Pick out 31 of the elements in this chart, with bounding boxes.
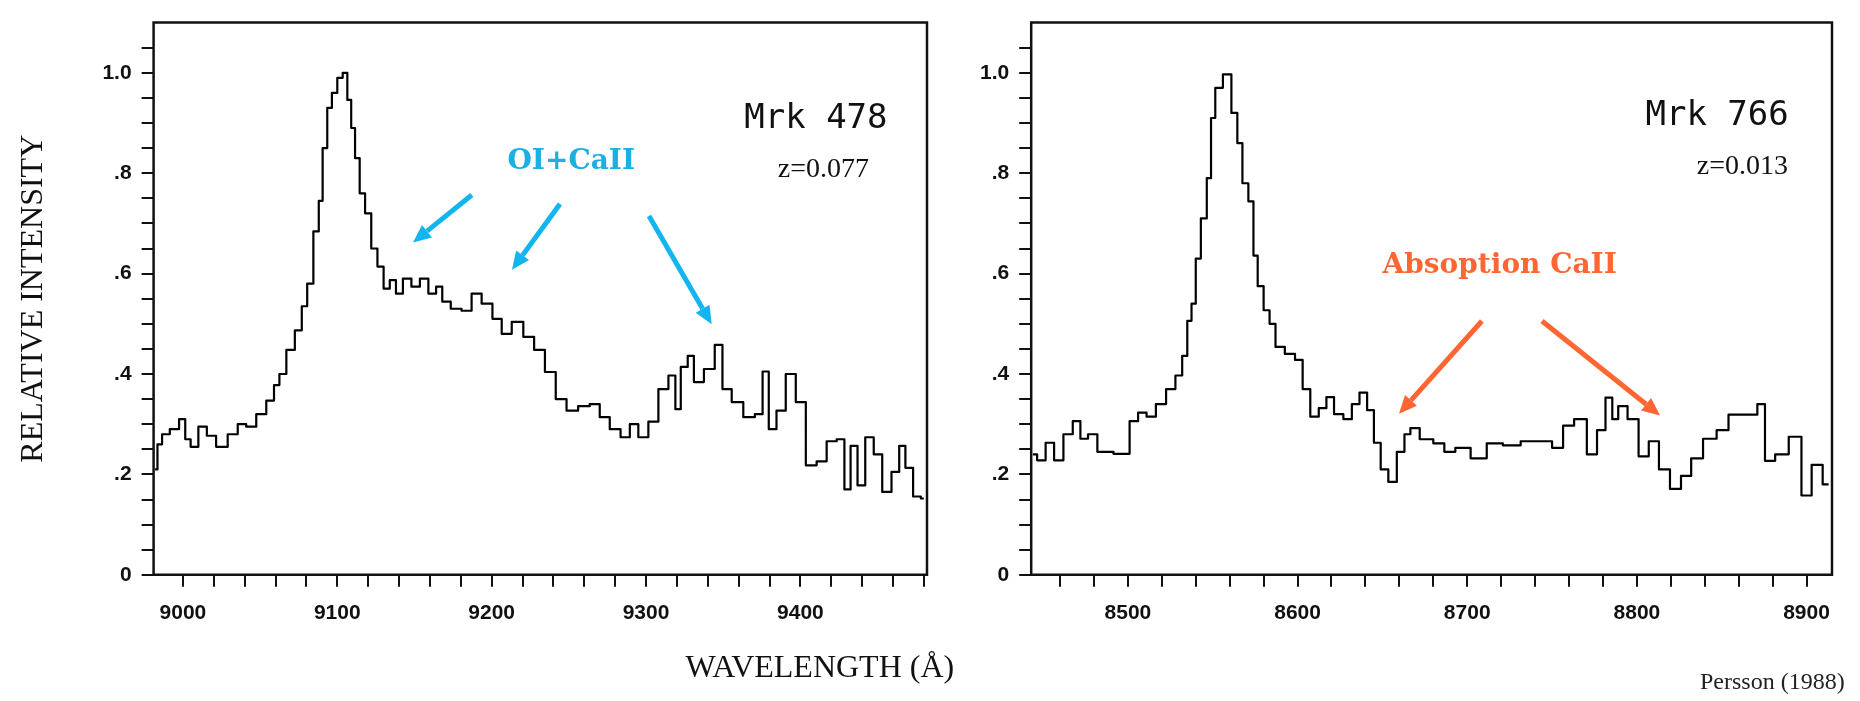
x-tick-label: 9200 — [468, 600, 516, 624]
x-tick-label: 8700 — [1443, 600, 1491, 624]
y-tick-label: .6 — [114, 260, 132, 284]
y-tick-label: .4 — [991, 360, 1010, 384]
annotation: z=0.077 — [777, 152, 869, 184]
x-tick-label: 8500 — [1104, 600, 1152, 624]
text: Persson (1988) — [1700, 668, 1845, 695]
y-tick-label: .8 — [991, 160, 1010, 183]
y-tick-label: 0 — [119, 561, 132, 585]
x-axis-title: WAVELENGTH (Å) — [685, 648, 955, 685]
x-tick-label: 9400 — [777, 600, 824, 624]
x-tick-label: 8600 — [1274, 600, 1321, 624]
annotation: Mrk 766 — [1645, 92, 1789, 133]
y-tick-label: .2 — [114, 461, 132, 485]
y-tick-label: 1.0 — [979, 59, 1010, 83]
x-tick-label: 9100 — [313, 600, 361, 624]
annotation: Mrk 478 — [744, 95, 888, 136]
y-tick-label: .4 — [114, 360, 132, 384]
x-tick-label: 8900 — [1783, 600, 1830, 624]
y-tick-label: .6 — [991, 260, 1010, 284]
y-tick-label: .2 — [991, 461, 1010, 485]
y-tick-label: .8 — [114, 160, 132, 183]
x-tick-label: 9300 — [622, 600, 670, 624]
x-tick-label: 8800 — [1613, 600, 1661, 624]
y-axis-title: RELATIVE INTENSITY — [12, 134, 49, 463]
annotation: Absoption CaII — [1381, 246, 1617, 280]
annotation: OI+CaII — [507, 142, 636, 176]
x-tick-label: 9000 — [159, 600, 207, 624]
y-tick-label: 0 — [997, 561, 1010, 585]
y-tick-label: 1.0 — [102, 59, 132, 83]
annotation: z=0.013 — [1696, 149, 1788, 181]
